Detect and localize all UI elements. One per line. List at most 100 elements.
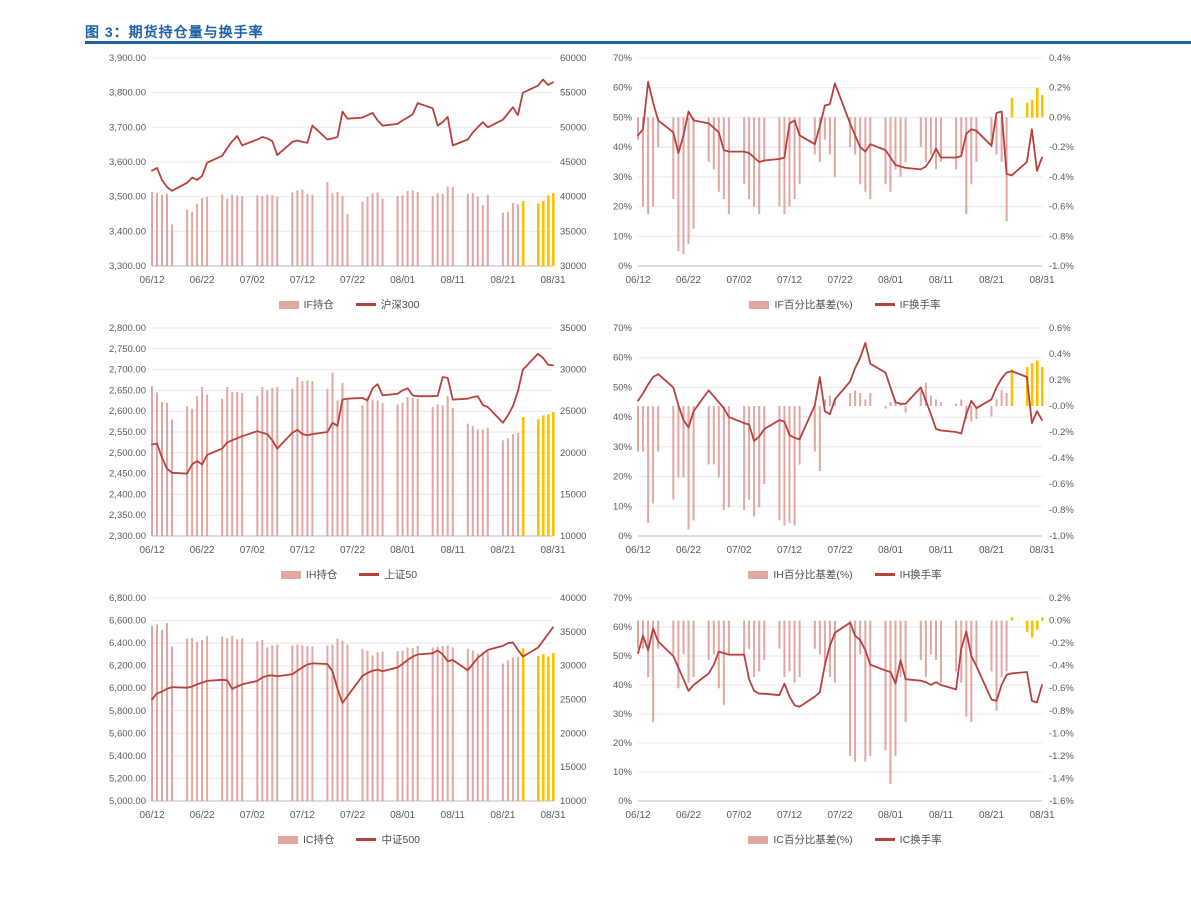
svg-text:-0.0%: -0.0% (1049, 401, 1074, 412)
svg-text:07/22: 07/22 (827, 810, 852, 821)
legend-label: IF持仓 (303, 299, 334, 311)
bar-swatch-icon (278, 300, 299, 309)
svg-text:07/12: 07/12 (777, 545, 802, 556)
svg-text:15000: 15000 (560, 762, 586, 773)
chart-ih-basis-turnover: 70% 60% 50% 40% 30% 20% 10% 0% 0.6% 0.4% 0.2% -0.0%… (602, 318, 1088, 582)
svg-text:-1.0%: -1.0% (1049, 531, 1074, 542)
svg-text:08/11: 08/11 (929, 810, 954, 821)
svg-text:08/01: 08/01 (390, 810, 415, 821)
svg-text:06/12: 06/12 (139, 810, 164, 821)
bar-swatch-icon (748, 835, 769, 844)
svg-text:6,000.00: 6,000.00 (109, 683, 146, 694)
svg-text:5,600.00: 5,600.00 (109, 728, 146, 739)
svg-text:07/22: 07/22 (827, 545, 852, 556)
svg-text:0.4%: 0.4% (1049, 53, 1071, 64)
legend-item: IF百分比基差(%) (749, 297, 853, 312)
svg-text:06/12: 06/12 (139, 545, 164, 556)
svg-text:45000: 45000 (560, 157, 586, 168)
svg-text:08/11: 08/11 (441, 275, 466, 286)
svg-text:-0.2%: -0.2% (1049, 427, 1074, 438)
svg-text:6,800.00: 6,800.00 (109, 593, 146, 604)
svg-text:2,350.00: 2,350.00 (109, 510, 146, 521)
svg-text:70%: 70% (613, 323, 633, 334)
chart-ih-position-sse50: 2,800.00 2,750.00 2,700.00 2,650.00 2,600.00… (100, 318, 598, 582)
svg-text:60%: 60% (613, 622, 633, 633)
plot-ic-basis: 70% 60% 50% 40% 30% 20% 10% 0% 0.2% 0.0% -0.2% -0.4… (613, 593, 1074, 821)
legend-label: 中证500 (381, 834, 421, 846)
line-swatch-icon (356, 838, 377, 841)
legend-item: IF持仓 (278, 297, 334, 312)
svg-text:50%: 50% (613, 651, 633, 662)
svg-text:08/01: 08/01 (390, 545, 415, 556)
svg-text:40000: 40000 (560, 593, 586, 604)
svg-text:10%: 10% (613, 501, 633, 512)
svg-text:60%: 60% (613, 83, 633, 94)
svg-text:3,800.00: 3,800.00 (109, 88, 146, 99)
svg-text:07/02: 07/02 (240, 810, 265, 821)
svg-text:10%: 10% (613, 767, 633, 778)
legend-ic-position: IC持仓 中证500 (100, 832, 598, 847)
svg-text:-0.2%: -0.2% (1049, 638, 1074, 649)
svg-text:08/11: 08/11 (441, 545, 466, 556)
legend-item: 中证500 (356, 832, 420, 847)
svg-text:2,650.00: 2,650.00 (109, 385, 146, 396)
svg-text:0%: 0% (618, 261, 632, 272)
svg-text:08/31: 08/31 (540, 275, 565, 286)
svg-text:60%: 60% (613, 353, 633, 364)
svg-text:06/12: 06/12 (625, 545, 650, 556)
svg-text:0.6%: 0.6% (1049, 323, 1071, 334)
legend-label: 上证50 (384, 569, 418, 581)
svg-text:25000: 25000 (560, 406, 586, 417)
svg-text:-0.8%: -0.8% (1049, 706, 1074, 717)
svg-text:3,400.00: 3,400.00 (109, 226, 146, 237)
svg-text:-1.2%: -1.2% (1049, 751, 1074, 762)
svg-text:0%: 0% (618, 796, 632, 807)
svg-text:0.2%: 0.2% (1049, 593, 1071, 604)
svg-text:06/12: 06/12 (139, 275, 164, 286)
svg-text:3,900.00: 3,900.00 (109, 53, 146, 64)
svg-text:2,450.00: 2,450.00 (109, 469, 146, 480)
svg-text:06/22: 06/22 (676, 545, 701, 556)
svg-text:2,300.00: 2,300.00 (109, 531, 146, 542)
svg-text:20%: 20% (613, 472, 633, 483)
svg-text:40000: 40000 (560, 192, 586, 203)
svg-text:07/12: 07/12 (290, 810, 315, 821)
line-swatch-icon (874, 838, 895, 841)
svg-text:0%: 0% (618, 531, 632, 542)
legend-ih-position: IH持仓 上证50 (100, 567, 598, 582)
svg-text:08/21: 08/21 (490, 810, 515, 821)
svg-text:08/11: 08/11 (929, 545, 954, 556)
chart-ic-basis-turnover: 70% 60% 50% 40% 30% 20% 10% 0% 0.2% 0.0% -0.2% -0.4… (602, 588, 1088, 847)
svg-text:-0.4%: -0.4% (1049, 172, 1074, 183)
svg-text:2,800.00: 2,800.00 (109, 323, 146, 334)
svg-text:0.2%: 0.2% (1049, 83, 1071, 94)
svg-text:50%: 50% (613, 112, 633, 123)
svg-text:07/12: 07/12 (777, 275, 802, 286)
svg-text:06/22: 06/22 (676, 275, 701, 286)
bar-swatch-icon (749, 300, 770, 309)
svg-text:2,500.00: 2,500.00 (109, 448, 146, 459)
svg-text:08/31: 08/31 (1029, 810, 1054, 821)
svg-text:08/21: 08/21 (979, 275, 1004, 286)
figure-title: 图 3：期货持仓量与换手率 (85, 24, 264, 40)
svg-text:15000: 15000 (560, 489, 586, 500)
line-swatch-icon (359, 573, 380, 576)
line-swatch-icon (874, 573, 895, 576)
plot-ih-position: 2,800.00 2,750.00 2,700.00 2,650.00 2,600.00… (109, 323, 586, 556)
title-underline (85, 41, 1191, 44)
svg-text:70%: 70% (613, 593, 633, 604)
svg-text:3,700.00: 3,700.00 (109, 122, 146, 133)
svg-text:08/21: 08/21 (979, 810, 1004, 821)
svg-text:30%: 30% (613, 172, 633, 183)
legend-item: IH持仓 (280, 567, 337, 582)
legend-label: IH换手率 (899, 569, 942, 581)
svg-text:30000: 30000 (560, 661, 586, 672)
bar-swatch-icon (277, 835, 298, 844)
svg-text:30000: 30000 (560, 261, 586, 272)
svg-text:07/12: 07/12 (777, 810, 802, 821)
plot-ih-basis: 70% 60% 50% 40% 30% 20% 10% 0% 0.6% 0.4% 0.2% -0.0%… (613, 323, 1074, 556)
svg-text:20%: 20% (613, 738, 633, 749)
svg-text:6,400.00: 6,400.00 (109, 638, 146, 649)
svg-text:08/31: 08/31 (1029, 545, 1054, 556)
svg-text:-0.6%: -0.6% (1049, 202, 1074, 213)
